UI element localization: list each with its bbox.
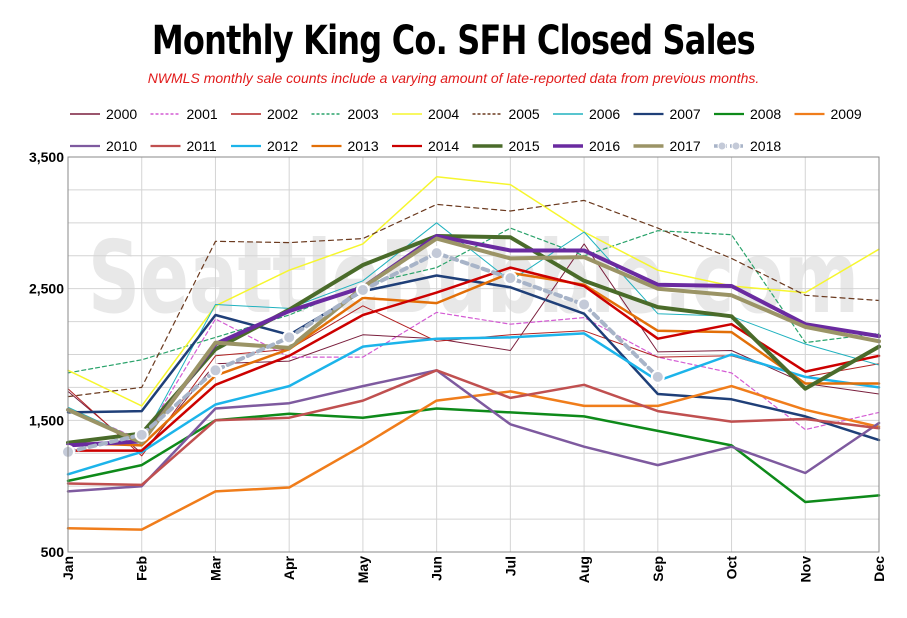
series-2018-point xyxy=(503,271,518,286)
series-2001-line xyxy=(67,311,880,441)
y-tick-label: 2,500 xyxy=(29,281,64,297)
legend-label-2010: 2010 xyxy=(106,138,137,154)
legend-marker-2018 xyxy=(717,141,727,151)
x-tick-label: Nov xyxy=(797,556,813,583)
series-layer xyxy=(61,176,881,531)
y-tick-label: 1,500 xyxy=(29,412,64,428)
legend-label-2004: 2004 xyxy=(428,106,459,122)
legend-label-2013: 2013 xyxy=(348,138,379,154)
plot-frame xyxy=(67,156,880,553)
series-2018-point xyxy=(134,427,149,442)
legend-label-2002: 2002 xyxy=(267,106,298,122)
series-2011-line xyxy=(66,369,881,487)
series-2018-point xyxy=(355,282,370,297)
legend-marker-2018 xyxy=(731,141,741,151)
legend-label-2016: 2016 xyxy=(589,138,620,154)
legend-label-2007: 2007 xyxy=(670,106,701,122)
series-2014-line xyxy=(66,266,881,452)
x-tick-label: Jun xyxy=(429,556,445,581)
x-tick-label: Sep xyxy=(650,556,666,582)
x-tick-label: Feb xyxy=(134,556,150,581)
plot-area: SeattleBubble.com xyxy=(61,156,881,553)
legend-label-2000: 2000 xyxy=(106,106,137,122)
legend-label-2001: 2001 xyxy=(187,106,218,122)
series-2012-line xyxy=(66,332,881,476)
x-tick-label: Oct xyxy=(724,556,740,580)
x-tick-label: Apr xyxy=(281,555,297,580)
legend-label-2009: 2009 xyxy=(831,106,862,122)
series-2018-point xyxy=(577,297,592,312)
legend-label-2017: 2017 xyxy=(670,138,701,154)
legend-label-2008: 2008 xyxy=(750,106,781,122)
series-2013-line xyxy=(66,271,881,447)
chart-title: Monthly King Co. SFH Closed Sales xyxy=(151,18,756,64)
legend-label-2018: 2018 xyxy=(750,138,781,154)
x-tick-label: Mar xyxy=(207,555,223,580)
series-2006-line xyxy=(67,222,880,442)
series-2017-line xyxy=(66,236,881,445)
y-tick-label: 3,500 xyxy=(29,149,64,165)
legend-label-2003: 2003 xyxy=(348,106,379,122)
x-tick-label: Dec xyxy=(871,556,887,582)
series-2005-line xyxy=(67,199,880,398)
y-axis: 500 1,500 2,500 3,500 xyxy=(29,149,64,560)
series-2010-line xyxy=(66,369,881,493)
x-axis: Jan Feb Mar Apr May Jun Jul Aug Sep Oct Nov Dec xyxy=(60,555,887,583)
x-tick-label: May xyxy=(355,556,371,583)
legend-label-2011: 2011 xyxy=(187,138,217,154)
series-2018-point xyxy=(282,330,297,345)
series-2004-line xyxy=(67,176,880,407)
legend-label-2014: 2014 xyxy=(428,138,459,154)
series-2018-point xyxy=(429,246,444,261)
legend-label-2005: 2005 xyxy=(509,106,540,122)
y-tick-label: 500 xyxy=(41,544,65,560)
legend-label-2012: 2012 xyxy=(267,138,298,154)
legend: 2000 2001 2002 2003 2004 2005 2006 2007 2008 2009… xyxy=(70,106,862,154)
series-2008-line xyxy=(66,407,881,504)
chart-subtitle: NWMLS monthly sale counts include a vary… xyxy=(147,70,760,86)
x-tick-label: Jan xyxy=(60,556,76,580)
series-2018-point xyxy=(650,369,665,384)
x-tick-label: Jul xyxy=(502,556,518,576)
x-tick-label: Aug xyxy=(576,556,592,583)
series-2018-point xyxy=(208,363,223,378)
legend-label-2006: 2006 xyxy=(589,106,620,122)
legend-label-2015: 2015 xyxy=(509,138,540,154)
